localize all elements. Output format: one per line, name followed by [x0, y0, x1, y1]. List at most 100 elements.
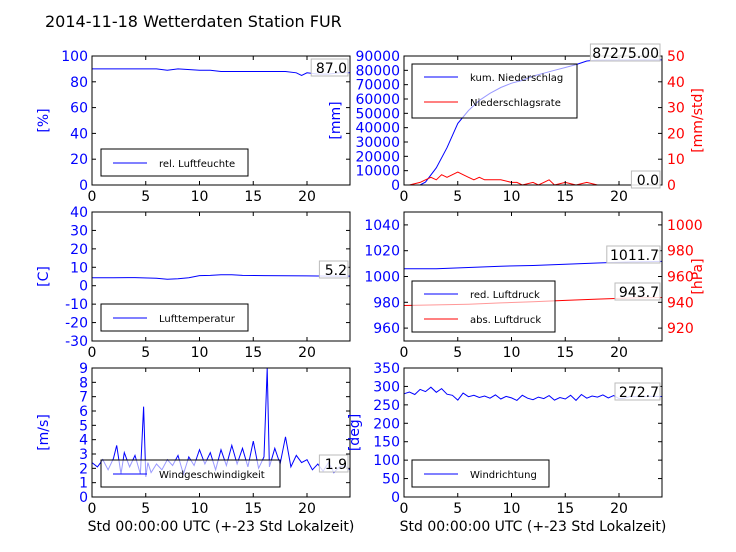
y-tick-label: 30: [70, 223, 88, 239]
x-tick-label: 15: [556, 345, 574, 361]
y-tick-label: 100: [373, 453, 400, 469]
y-tick-label-right: 30: [667, 101, 685, 117]
last-value-label-box: [318, 260, 349, 279]
legend-entry: red. Luftdruck: [470, 290, 540, 301]
y-tick-label: 9: [79, 361, 88, 377]
y-tick-label: 980: [373, 295, 400, 311]
x-tick-label: 5: [453, 189, 462, 205]
y-axis-label: [m/s]: [36, 414, 52, 451]
y-axis-label-right: [hPa]: [690, 258, 706, 294]
y-tick-label: 30000: [355, 135, 400, 151]
last-value-label: 1011.7: [610, 248, 659, 264]
y-axis-label: [C]: [36, 266, 52, 287]
y-tick-label: 8: [79, 375, 88, 391]
legend-box: [411, 280, 556, 333]
x-tick-label: 10: [503, 501, 521, 517]
y-tick-label: -20: [65, 316, 88, 332]
last-value-label-right-box: [630, 170, 661, 189]
y-tick-label: 60: [70, 101, 88, 117]
axes-frame: [403, 367, 663, 498]
axes-frame: [91, 55, 351, 186]
last-value-label: 87.0: [316, 61, 347, 77]
y-tick-label: 50: [382, 472, 400, 488]
last-value-label-box: [318, 454, 349, 473]
x-axis-label: Std 00:00:00 UTC (+-23 Std Lokalzeit): [400, 519, 667, 535]
last-value-label: 87275.00: [592, 46, 659, 62]
y-axis-label: [%]: [36, 108, 52, 132]
y-axis-label: [mm]: [328, 101, 344, 139]
y-tick-label: 80: [70, 75, 88, 91]
x-tick-label: 10: [191, 501, 209, 517]
panel-temperature: 0 5 10 15 20 -30 -20 -10 0 10 20 30 40 [C] 5.2 Lufttemp…: [36, 205, 351, 361]
y-tick-label-right: 10: [667, 152, 685, 168]
figure-title: 2014-11-18 Wetterdaten Station FUR: [45, 12, 342, 31]
legend: Lufttemperatur: [100, 303, 249, 332]
x-tick-label: 5: [141, 189, 150, 205]
y-tick-label: 40000: [355, 121, 400, 137]
y-tick-label: 90000: [355, 49, 400, 65]
legend: kum. Niederschlag Niederschlagsrate: [411, 63, 578, 119]
y-tick-label: 6: [79, 404, 88, 420]
y-tick-label: 3: [79, 447, 88, 463]
legend-box: [100, 148, 249, 177]
x-tick-label: 0: [400, 189, 409, 205]
panel-pressure: 0 5 10 15 20 960 980 1000 1020 1040 920 940 960 980 10…: [364, 211, 706, 361]
y-tick-label: 0: [79, 279, 88, 295]
legend-entry: Lufttemperatur: [159, 314, 236, 325]
y-tick-label: 10: [70, 260, 88, 276]
x-tick-label: 5: [453, 501, 462, 517]
y-tick-label: 300: [373, 379, 400, 395]
y-tick-label: 70000: [355, 78, 400, 94]
y-axis-label: [deg]: [347, 414, 363, 451]
legend-entry: Niederschlagsrate: [470, 98, 561, 109]
y-tick-label: -10: [65, 297, 88, 313]
y-tick-label: 4: [79, 433, 88, 449]
x-tick-label: 5: [141, 501, 150, 517]
x-tick-label: 10: [503, 189, 521, 205]
series-line-winddirection-0: [403, 386, 663, 402]
y-tick-label: 0: [79, 490, 88, 506]
legend-entry: abs. Luftdruck: [470, 315, 541, 326]
y-tick-label: 20000: [355, 149, 400, 165]
x-tick-label: 20: [298, 345, 316, 361]
last-value-label-box: [310, 58, 349, 77]
y-tick-label: 40: [70, 126, 88, 142]
x-tick-label: 0: [88, 189, 97, 205]
last-value-label-box: [606, 245, 661, 264]
y-tick-label-right: 0: [667, 178, 676, 194]
y-tick-label-right: 1000: [667, 218, 703, 234]
y-tick-label-right: 960: [667, 270, 694, 286]
series-line-temperature-0: [92, 274, 350, 280]
x-tick-label: 10: [503, 345, 521, 361]
x-tick-label: 20: [610, 189, 628, 205]
y-tick-label: 1000: [364, 270, 400, 286]
last-value-label: 1.9: [325, 457, 347, 473]
y-tick-label: 150: [373, 435, 400, 451]
axes-frame: [91, 367, 351, 498]
y-tick-label: 50000: [355, 106, 400, 122]
x-tick-label: 15: [556, 189, 574, 205]
y-tick-label-right: 50: [667, 49, 685, 65]
legend-entry: Windgeschwindigkeit: [159, 470, 265, 481]
last-value-label: 5.2: [325, 263, 347, 279]
last-value-label-right: 0.0: [637, 173, 659, 189]
axes-frame: [403, 55, 663, 186]
x-tick-label: 10: [191, 189, 209, 205]
panel-humidity: 0 5 10 15 20 0 20 40 60 80 100 [%] 87.0 rel. Luftfeuc…: [36, 49, 351, 205]
last-value-label-right: 943.7: [619, 285, 659, 301]
y-tick-label-right: 940: [667, 295, 694, 311]
legend-entry: rel. Luftfeuchte: [159, 159, 235, 170]
y-tick-label: -30: [65, 334, 88, 350]
y-tick-label-right: 980: [667, 244, 694, 260]
y-tick-label: 200: [373, 416, 400, 432]
y-tick-label: 80000: [355, 63, 400, 79]
x-tick-label: 10: [191, 345, 209, 361]
y-tick-label: 1020: [364, 244, 400, 260]
last-value-label-box: [614, 382, 661, 401]
last-value-label: 272.7: [619, 385, 659, 401]
legend-entry: Windrichtung: [470, 470, 537, 481]
legend: Windrichtung: [411, 459, 550, 488]
y-axis-label-right: [mm/std]: [690, 88, 706, 153]
y-tick-label-right: 20: [667, 126, 685, 142]
